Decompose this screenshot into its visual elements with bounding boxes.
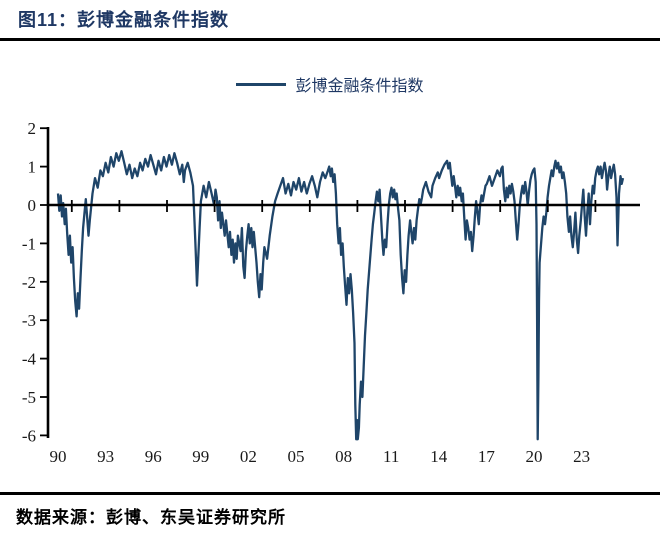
svg-text:05: 05 bbox=[288, 447, 305, 466]
svg-text:1: 1 bbox=[28, 158, 37, 177]
data-source-note: 数据来源：彭博、东吴证券研究所 bbox=[16, 508, 286, 527]
chart-legend: 彭博金融条件指数 bbox=[0, 72, 660, 96]
svg-text:20: 20 bbox=[526, 447, 543, 466]
legend-line-swatch bbox=[236, 82, 287, 86]
svg-text:0: 0 bbox=[28, 196, 37, 215]
svg-text:17: 17 bbox=[478, 447, 496, 466]
svg-text:-6: -6 bbox=[22, 426, 36, 445]
svg-text:08: 08 bbox=[335, 447, 352, 466]
svg-text:14: 14 bbox=[430, 447, 448, 466]
svg-text:23: 23 bbox=[573, 447, 590, 466]
title-divider-line bbox=[0, 38, 660, 41]
svg-text:11: 11 bbox=[383, 447, 399, 466]
svg-text:-5: -5 bbox=[22, 388, 36, 407]
svg-text:-2: -2 bbox=[22, 273, 36, 292]
svg-text:90: 90 bbox=[50, 447, 67, 466]
svg-text:02: 02 bbox=[240, 447, 257, 466]
svg-text:-4: -4 bbox=[22, 350, 37, 369]
svg-text:-1: -1 bbox=[22, 234, 36, 253]
financial-conditions-index-chart: 90 93 96 99 02 05 08 11 14 17 20 23 2 1 0 -1 -2 -3 -4 -5 -6 bbox=[22, 119, 640, 466]
legend-label: 彭博金融条件指数 bbox=[295, 78, 424, 95]
svg-text:93: 93 bbox=[97, 447, 114, 466]
figure-title: 图11：彭博金融条件指数 bbox=[18, 10, 230, 30]
line-chart: 90 93 96 99 02 05 08 11 14 17 20 23 2 1 0 -1 -2 -3 -4 -5 -6 bbox=[0, 95, 660, 487]
footer-divider-line bbox=[0, 492, 660, 495]
svg-text:-3: -3 bbox=[22, 311, 36, 330]
svg-text:96: 96 bbox=[145, 447, 162, 466]
svg-text:99: 99 bbox=[192, 447, 209, 466]
svg-text:2: 2 bbox=[28, 119, 37, 138]
